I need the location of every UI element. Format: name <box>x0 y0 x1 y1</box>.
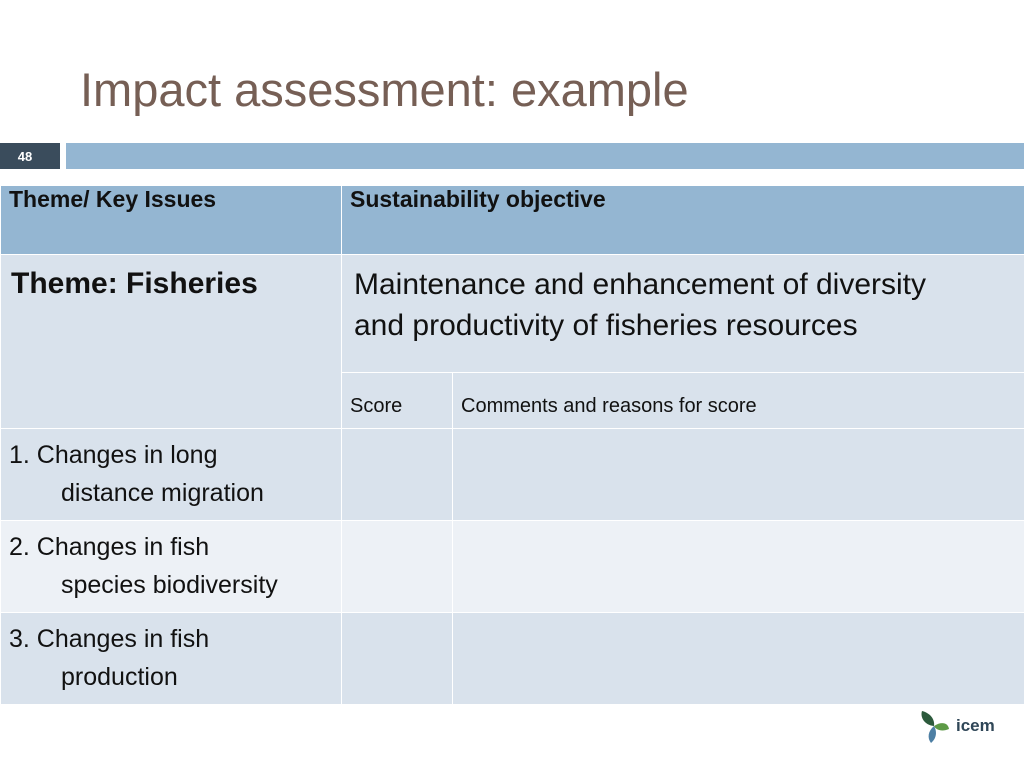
score-cell <box>341 428 453 521</box>
header-sustainability-objective: Sustainability objective <box>340 185 1024 255</box>
issue-cell: 3. Changes in fish production <box>0 612 342 705</box>
table-row: 3. Changes in fish production <box>0 612 1024 705</box>
objective-line: Maintenance and enhancement of diversity <box>354 268 927 301</box>
theme-cell: Theme: Fisheries <box>0 254 342 429</box>
score-cell <box>341 612 453 705</box>
sub-header-comments: Comments and reasons for score <box>451 372 1024 429</box>
title-underline-bar <box>66 143 1024 169</box>
theme-row: Theme: Fisheries Maintenance and enhance… <box>0 254 1024 429</box>
issue-cell: 1. Changes in long distance migration <box>0 428 342 521</box>
objective-line: and productivity of fisheries resources <box>354 309 858 342</box>
issue-cell: 2. Changes in fish species biodiversity <box>0 520 342 613</box>
sub-header-row: Score Comments and reasons for score <box>1 372 1024 429</box>
logo-text: icem <box>956 716 995 735</box>
comments-cell <box>451 612 1024 705</box>
sub-header-score: Score <box>341 372 453 429</box>
issue-line-continued: production <box>61 663 178 691</box>
issue-line: 3. Changes in fish <box>9 625 210 653</box>
comments-cell <box>451 520 1024 613</box>
leaf-logo-icon <box>921 711 949 743</box>
issue-line-continued: distance migration <box>61 479 264 507</box>
issue-line: 2. Changes in fish <box>9 533 210 561</box>
impact-assessment-table: Theme/ Key Issues Sustainability objecti… <box>0 185 1024 705</box>
objective-cell: Maintenance and enhancement of diversity… <box>340 254 1024 373</box>
table-row: 1. Changes in long distance migration <box>0 428 1024 521</box>
issue-line-continued: species biodiversity <box>61 571 278 599</box>
table-row: 2. Changes in fish species biodiversity <box>0 520 1024 613</box>
page-number-badge: 48 <box>0 143 60 169</box>
table-header-row: Theme/ Key Issues Sustainability objecti… <box>0 185 1024 255</box>
slide-title: Impact assessment: example <box>80 63 689 116</box>
comments-cell <box>451 428 1024 521</box>
issue-line: 1. Changes in long <box>9 441 218 469</box>
icem-logo: icem <box>918 706 998 746</box>
score-cell <box>341 520 453 613</box>
header-theme-key-issues: Theme/ Key Issues <box>0 185 342 255</box>
